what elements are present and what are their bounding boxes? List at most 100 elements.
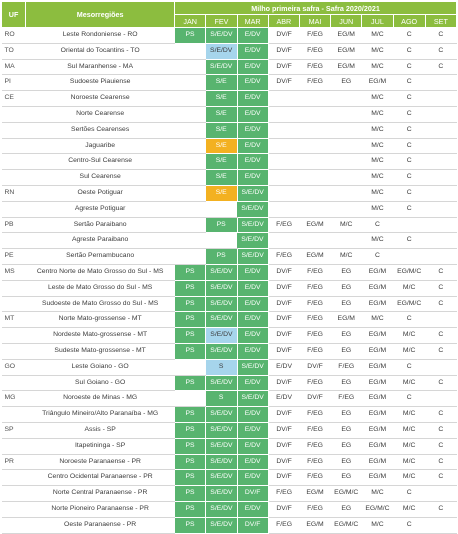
mesorregiao-cell: Centro-Sul Cearense [26, 154, 175, 170]
stage-cell [425, 233, 456, 249]
stage-cell: S/E [206, 91, 237, 107]
stage-cell [425, 486, 456, 502]
stage-cell: C [393, 59, 425, 75]
stage-cell [268, 185, 299, 201]
stage-cell: C [393, 138, 425, 154]
stage-cell: M/C [393, 422, 425, 438]
mesorregiao-cell: Sul Goiano - GO [26, 375, 175, 391]
stage-cell [299, 122, 330, 138]
stage-cell: EG/M [362, 359, 393, 375]
stage-cell [206, 233, 237, 249]
stage-cell: M/C [393, 501, 425, 517]
stage-cell: C [393, 359, 425, 375]
stage-cell: EG/M [299, 249, 330, 265]
stage-cell: C [425, 375, 456, 391]
stage-cell: C [393, 154, 425, 170]
stage-cell: PS [175, 407, 206, 423]
stage-cell: C [425, 28, 456, 44]
table-row: Norte Pioneiro Paranaense - PR PS S/E/DV E/… [2, 501, 457, 517]
stage-cell: C [393, 233, 425, 249]
stage-cell [268, 106, 299, 122]
mesorregiao-cell: Sul Maranhense - MA [26, 59, 175, 75]
uf-cell: MS [2, 264, 26, 280]
stage-cell: C [393, 201, 425, 217]
stage-cell: E/DV [237, 170, 268, 186]
stage-cell: S/E/DV [206, 312, 237, 328]
stage-cell: C [393, 170, 425, 186]
stage-cell: S/E/DV [206, 264, 237, 280]
stage-cell [175, 359, 206, 375]
uf-cell [2, 501, 26, 517]
stage-cell: M/C [393, 454, 425, 470]
stage-cell: F/EG [299, 43, 330, 59]
stage-cell: M/C [331, 249, 362, 265]
mesorregiao-cell: Norte Mato-grossense - MT [26, 312, 175, 328]
stage-cell: F/EG [299, 407, 330, 423]
month-header: AGO [393, 15, 425, 28]
uf-cell [2, 280, 26, 296]
stage-cell: S [206, 359, 237, 375]
stage-cell: EG/M [299, 217, 330, 233]
stage-cell: EG/M [362, 470, 393, 486]
table-row: GO Leste Goiano - GO S S/E/DV E/DV DV/F F/EG EG… [2, 359, 457, 375]
stage-cell: S/E/DV [206, 470, 237, 486]
table-row: PR Noroeste Paranaense - PR PS S/E/DV E/DV DV… [2, 454, 457, 470]
mesorregiao-cell: Centro Norte de Mato Grosso do Sul - MS [26, 264, 175, 280]
mesorregiao-cell: Sudeste Mato-grossense - MT [26, 343, 175, 359]
stage-cell: F/EG [299, 422, 330, 438]
stage-cell: M/C [393, 407, 425, 423]
mesorregiao-cell: Assis - SP [26, 422, 175, 438]
stage-cell: C [393, 391, 425, 407]
stage-cell [299, 154, 330, 170]
uf-cell: PI [2, 75, 26, 91]
month-header: FEV [206, 15, 237, 28]
stage-cell: EG/M [362, 375, 393, 391]
stage-cell: E/DV [237, 312, 268, 328]
stage-cell: S/E/DV [237, 217, 268, 233]
stage-cell [206, 201, 237, 217]
stage-cell: EG/M/C [362, 501, 393, 517]
stage-cell: DV/F [268, 470, 299, 486]
stage-cell [425, 517, 456, 533]
stage-cell: E/DV [268, 391, 299, 407]
uf-cell [2, 296, 26, 312]
stage-cell: EG [331, 470, 362, 486]
stage-cell: S/E/DV [206, 454, 237, 470]
stage-cell [268, 122, 299, 138]
mesorregiao-cell: Oeste Potiguar [26, 185, 175, 201]
stage-cell: DV/F [268, 312, 299, 328]
table-row: Itapetininga - SP PS S/E/DV E/DV DV/F F/EG EG E… [2, 438, 457, 454]
stage-cell: DV/F [299, 391, 330, 407]
table-row: Triângulo Mineiro/Alto Paranaíba - MG PS S… [2, 407, 457, 423]
table-title: Milho primeira safra - Safra 2020/2021 [175, 2, 457, 15]
stage-cell: M/C [393, 343, 425, 359]
stage-cell [299, 106, 330, 122]
stage-cell: S/E/DV [206, 501, 237, 517]
uf-cell: MA [2, 59, 26, 75]
table-row: Sudoeste de Mato Grosso do Sul - MS PS S/E… [2, 296, 457, 312]
stage-cell: PS [175, 28, 206, 44]
mesorregiao-cell: Norte Cearense [26, 106, 175, 122]
stage-cell: EG [331, 422, 362, 438]
uf-header: UF [2, 2, 26, 28]
stage-cell: E/DV [237, 154, 268, 170]
stage-cell: M/C [362, 28, 393, 44]
stage-cell: PS [175, 280, 206, 296]
stage-cell: F/EG [299, 328, 330, 344]
stage-cell: DV/F [268, 343, 299, 359]
stage-cell: E/DV [237, 122, 268, 138]
stage-cell: EG [331, 438, 362, 454]
uf-cell: GO [2, 359, 26, 375]
mesorregiao-cell: Norte Pioneiro Paranaense - PR [26, 501, 175, 517]
stage-cell: EG [331, 328, 362, 344]
stage-cell: S/E/DV [237, 185, 268, 201]
stage-cell: M/C [362, 122, 393, 138]
stage-cell: PS [175, 264, 206, 280]
mesorregiao-cell: Noroeste Cearense [26, 91, 175, 107]
stage-cell: DV/F [268, 407, 299, 423]
stage-cell [425, 201, 456, 217]
stage-cell [299, 138, 330, 154]
stage-cell: EG/M [362, 422, 393, 438]
month-header: ABR [268, 15, 299, 28]
mesorregiao-cell: Sertões Cearenses [26, 122, 175, 138]
